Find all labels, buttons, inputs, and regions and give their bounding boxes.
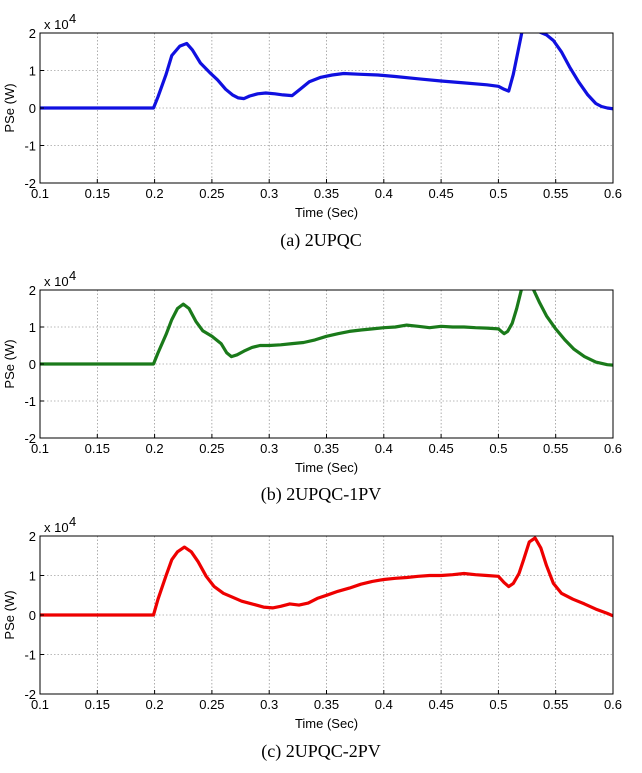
y-tick-label: 1 xyxy=(29,569,36,584)
y-tick-label: -2 xyxy=(24,431,36,446)
y-tick-label: 0 xyxy=(29,101,36,116)
series-line-1 xyxy=(40,33,613,111)
figure-caption: (b) 2UPQC-1PV xyxy=(261,484,382,505)
y-exponent-power: 4 xyxy=(69,11,76,26)
x-tick-label: 0.3 xyxy=(260,697,278,712)
y-axis-label: PSe (W) xyxy=(2,590,17,639)
x-tick-label: 0.35 xyxy=(314,441,339,456)
y-exponent-power: 4 xyxy=(69,514,76,529)
x-tick-label: 0.35 xyxy=(314,186,339,201)
series-line-1 xyxy=(40,536,613,618)
x-tick-label: 0.2 xyxy=(146,186,164,201)
x-tick-label: 0.3 xyxy=(260,186,278,201)
figure-caption: (a) 2UPQC xyxy=(280,230,362,251)
x-axis-label: Time (Sec) xyxy=(295,460,358,475)
y-tick-label: -2 xyxy=(24,176,36,191)
x-tick-label: 0.45 xyxy=(428,441,453,456)
y-tick-label: 0 xyxy=(29,357,36,372)
chart-panel-3: 0.1 0.15 0.2 0.25 0.3 0.35 0.4 0.45 0.5 0.55 0.6 2 1… xyxy=(2,514,622,762)
y-tick-label: 2 xyxy=(29,26,36,41)
x-tick-label: 0.5 xyxy=(489,186,507,201)
y-exponent-label: x 10 xyxy=(44,520,69,535)
x-tick-label: 0.6 xyxy=(604,441,622,456)
x-tick-label: 0.55 xyxy=(543,186,568,201)
chart-panel-1: 0.1 0.15 0.2 0.25 0.3 0.35 0.4 0.45 0.5 0.55 0.6 2 1… xyxy=(2,11,622,251)
figure-caption: (c) 2UPQC-2PV xyxy=(261,741,381,762)
x-tick-label: 0.2 xyxy=(146,697,164,712)
x-tick-label: 0.4 xyxy=(375,186,393,201)
y-tick-label: 2 xyxy=(29,283,36,298)
x-tick-label: 0.15 xyxy=(85,186,110,201)
y-exponent-label: x 10 xyxy=(44,17,69,32)
x-axis-label: Time (Sec) xyxy=(295,716,358,731)
x-tick-label: 0.55 xyxy=(543,697,568,712)
x-tick-label: 0.4 xyxy=(375,441,393,456)
x-tick-label: 0.15 xyxy=(85,697,110,712)
x-tick-label: 0.25 xyxy=(199,441,224,456)
y-tick-label: 1 xyxy=(29,320,36,335)
x-tick-label: 0.6 xyxy=(604,697,622,712)
y-exponent-label: x 10 xyxy=(44,274,69,289)
x-tick-label: 0.25 xyxy=(199,186,224,201)
x-tick-label: 0.1 xyxy=(31,697,49,712)
y-tick-label: -1 xyxy=(24,648,36,663)
y-axis-label: PSe (W) xyxy=(2,339,17,388)
x-tick-label: 0.5 xyxy=(489,441,507,456)
x-tick-label: 0.45 xyxy=(428,186,453,201)
series-line-1 xyxy=(40,290,613,367)
x-tick-label: 0.3 xyxy=(260,441,278,456)
x-tick-label: 0.6 xyxy=(604,186,622,201)
y-tick-label: 0 xyxy=(29,608,36,623)
y-tick-label: 2 xyxy=(29,529,36,544)
x-axis-label: Time (Sec) xyxy=(295,205,358,220)
y-tick-label: -1 xyxy=(24,394,36,409)
x-tick-label: 0.45 xyxy=(428,697,453,712)
x-tick-label: 0.25 xyxy=(199,697,224,712)
x-tick-label: 0.1 xyxy=(31,186,49,201)
y-exponent-power: 4 xyxy=(69,268,76,283)
x-tick-label: 0.5 xyxy=(489,697,507,712)
x-tick-label: 0.2 xyxy=(146,441,164,456)
x-tick-label: 0.1 xyxy=(31,441,49,456)
y-tick-label: -1 xyxy=(24,139,36,154)
x-tick-label: 0.35 xyxy=(314,697,339,712)
x-tick-label: 0.55 xyxy=(543,441,568,456)
y-tick-label: -2 xyxy=(24,687,36,702)
x-tick-label: 0.15 xyxy=(85,441,110,456)
y-tick-label: 1 xyxy=(29,64,36,79)
chart-panel-2: 0.1 0.15 0.2 0.25 0.3 0.35 0.4 0.45 0.5 0.55 0.6 2 1… xyxy=(2,268,622,505)
y-axis-label: PSe (W) xyxy=(2,83,17,132)
x-tick-label: 0.4 xyxy=(375,697,393,712)
